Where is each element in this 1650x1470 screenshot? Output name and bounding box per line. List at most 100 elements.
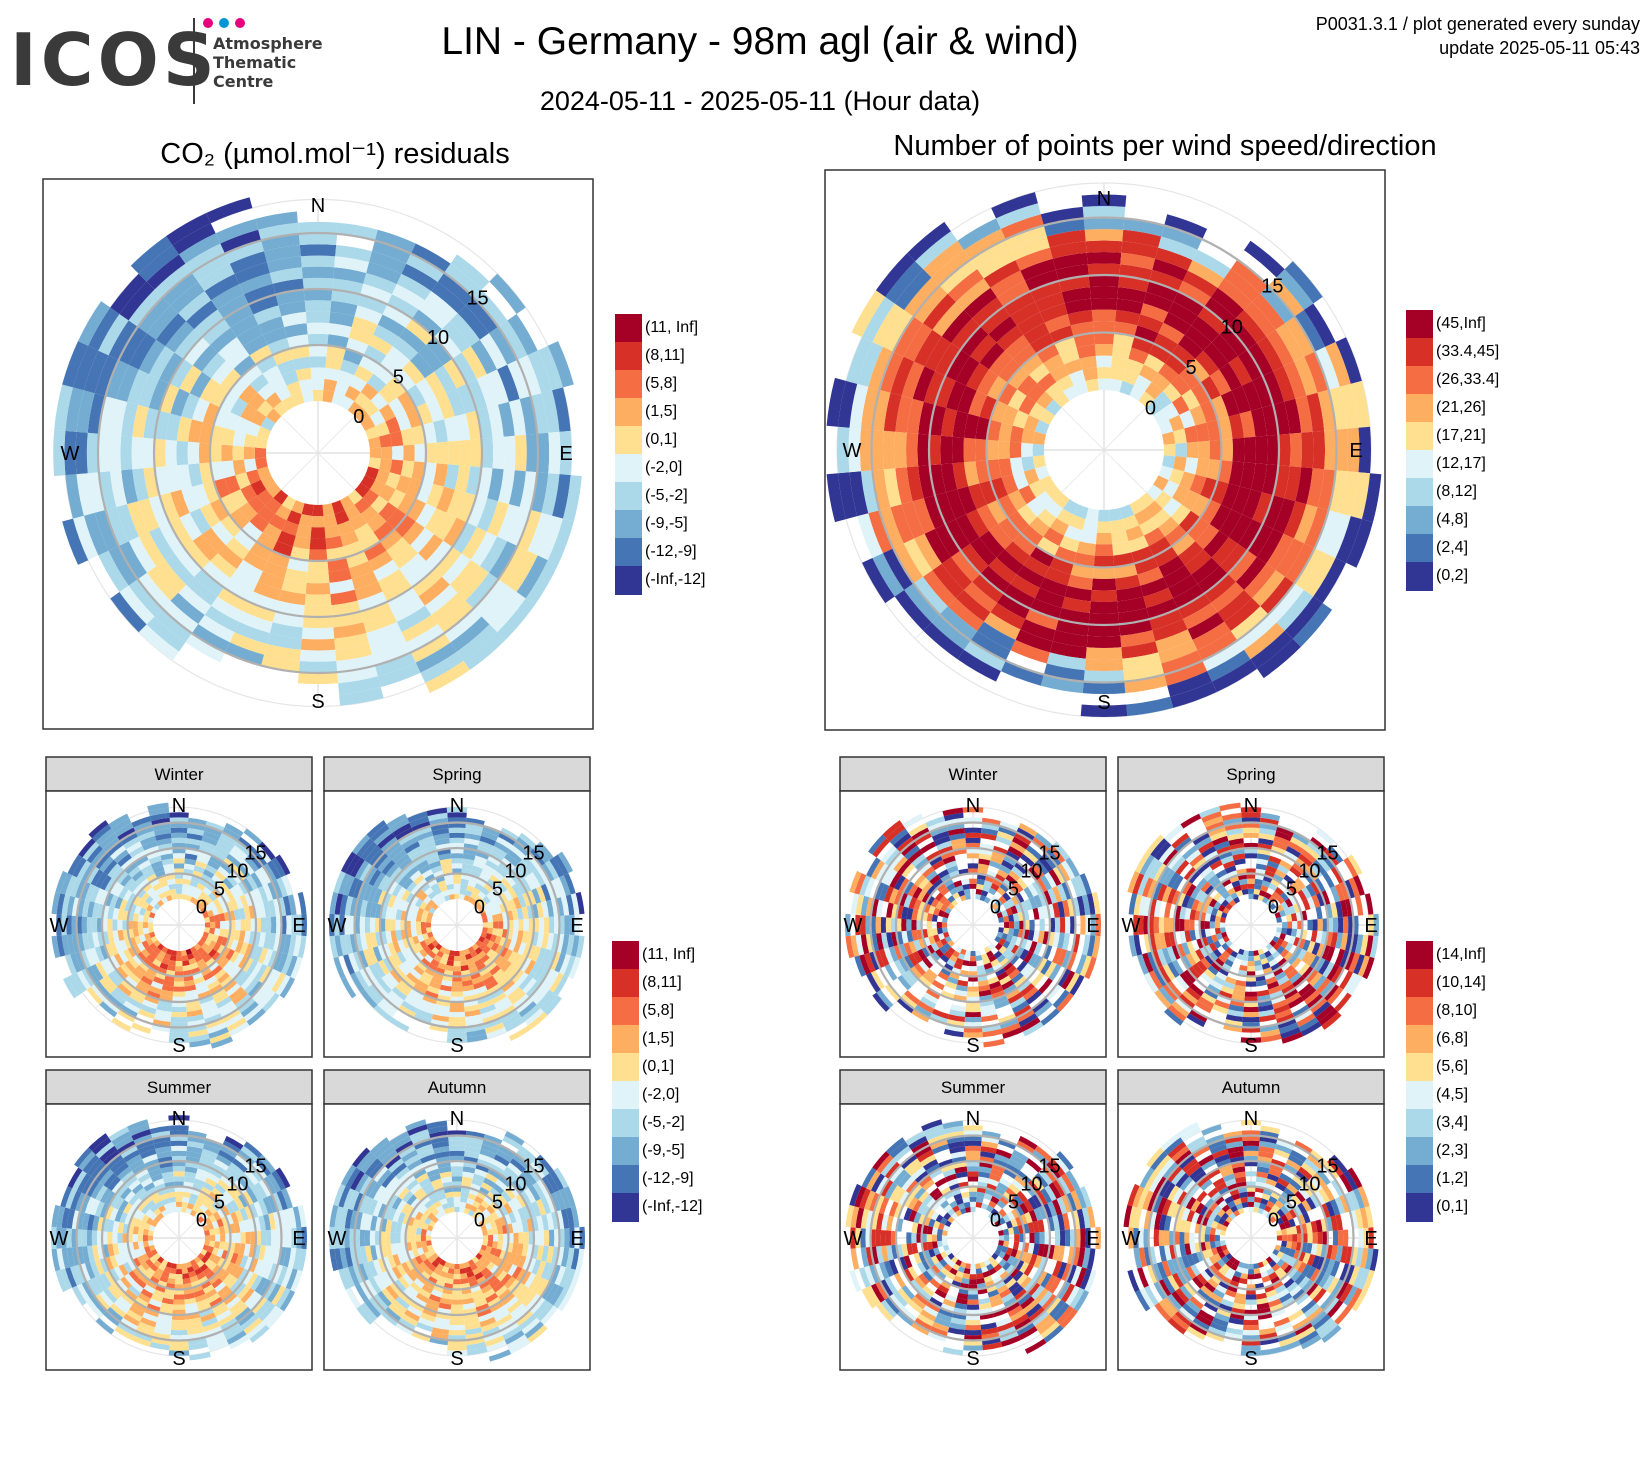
rose-cell xyxy=(418,576,450,606)
rose-cell xyxy=(287,894,297,916)
radial-tick-label: 15 xyxy=(522,843,544,865)
rose-cell xyxy=(857,513,883,558)
rose-cell xyxy=(208,940,217,949)
rose-cell xyxy=(258,966,272,984)
rose-cell xyxy=(70,952,82,973)
rose-cell xyxy=(131,968,144,980)
rose-cell xyxy=(351,316,378,335)
rose-cell xyxy=(392,545,419,569)
rose-cell xyxy=(169,955,177,962)
rose-cell xyxy=(267,970,282,990)
rose-cell xyxy=(202,402,221,425)
facet-label: Spring xyxy=(432,765,481,784)
rose-cell xyxy=(335,245,372,263)
rose-cell xyxy=(123,889,133,902)
rose-cell xyxy=(258,947,269,964)
rose-cell xyxy=(1224,269,1261,302)
rose-cell xyxy=(1037,372,1057,392)
rose-cell xyxy=(181,393,200,420)
rose-cell xyxy=(266,482,282,498)
rose-cell xyxy=(428,936,436,943)
rose-cell xyxy=(207,933,214,941)
rose-cell xyxy=(424,508,447,535)
rose-cell xyxy=(1303,303,1336,347)
rose-cell xyxy=(1009,921,1015,929)
rose-cell xyxy=(454,893,460,900)
rose-cell xyxy=(1117,287,1147,304)
rose-cell xyxy=(192,971,203,980)
rose-cell xyxy=(1153,546,1178,567)
rose-cell xyxy=(217,337,244,361)
rose-cell xyxy=(382,304,413,328)
rose-cell xyxy=(966,509,989,538)
rose-cell xyxy=(547,341,574,388)
rose-cell xyxy=(88,307,120,351)
rose-cell xyxy=(204,904,212,912)
rose-cell xyxy=(1203,530,1229,558)
rose-cell xyxy=(312,504,324,517)
rose-cell xyxy=(171,1011,187,1018)
rose-cell xyxy=(415,642,457,673)
rose-cell xyxy=(235,416,251,434)
rose-cell xyxy=(169,812,189,818)
rose-cell xyxy=(147,922,154,928)
rose-cell xyxy=(220,368,242,392)
rose-cell xyxy=(451,1176,463,1182)
rose-cell xyxy=(453,1274,461,1280)
rose-cell xyxy=(258,866,272,884)
rose-cell xyxy=(513,919,519,931)
rose-cell xyxy=(262,327,288,345)
rose-cell xyxy=(913,576,948,615)
rose-cell xyxy=(207,979,221,991)
rose-cell xyxy=(196,855,210,865)
rose-cell xyxy=(184,989,198,997)
rose-cell xyxy=(338,676,381,695)
rose-cell xyxy=(434,365,457,394)
rose-cell xyxy=(332,278,364,295)
rose-cell xyxy=(360,475,376,490)
rose-cell xyxy=(233,529,257,551)
rose-cell xyxy=(213,846,229,858)
radial-tick-label: 0 xyxy=(196,1210,207,1232)
rose-cell xyxy=(234,841,252,857)
rose-cell xyxy=(137,928,144,936)
rose-cell xyxy=(198,994,214,1005)
rose-cell xyxy=(257,505,276,524)
compass-label-n: N xyxy=(311,195,325,217)
rose-cell xyxy=(196,882,206,892)
rose-cell xyxy=(239,942,249,956)
rose-cell xyxy=(147,802,169,812)
rose-cell xyxy=(457,624,498,661)
rose-cell xyxy=(400,427,415,446)
rose-cell xyxy=(1244,991,1258,997)
rose-cell xyxy=(211,888,222,899)
rose-cell xyxy=(94,509,119,551)
rose-cell xyxy=(1241,380,1262,411)
rose-cell xyxy=(435,943,443,951)
rose-cell xyxy=(883,468,902,508)
rose-cell xyxy=(150,980,163,990)
rose-cell xyxy=(81,1229,88,1247)
rose-cell xyxy=(1045,382,1063,400)
rose-cell xyxy=(419,901,428,910)
rose-cell xyxy=(120,963,132,976)
rose-cell xyxy=(210,384,230,408)
rose-cell xyxy=(144,909,151,917)
rose-cell xyxy=(377,569,406,592)
rose-cell xyxy=(457,566,489,601)
rose-cell xyxy=(1313,558,1346,604)
rose-cell xyxy=(105,507,129,546)
rose-cell xyxy=(1292,921,1298,929)
rose-cell xyxy=(202,318,231,345)
rose-cell xyxy=(1244,301,1276,337)
rose-cell xyxy=(879,507,904,549)
rose-cell xyxy=(94,355,119,397)
rose-cell xyxy=(1335,337,1362,384)
rose-cell xyxy=(210,498,230,522)
rose-cell xyxy=(388,397,406,417)
rose-cell xyxy=(192,345,218,372)
rose-cell xyxy=(127,920,133,930)
rose-cell xyxy=(475,903,483,911)
rose-cell xyxy=(211,360,234,385)
rose-cell xyxy=(1085,240,1123,253)
